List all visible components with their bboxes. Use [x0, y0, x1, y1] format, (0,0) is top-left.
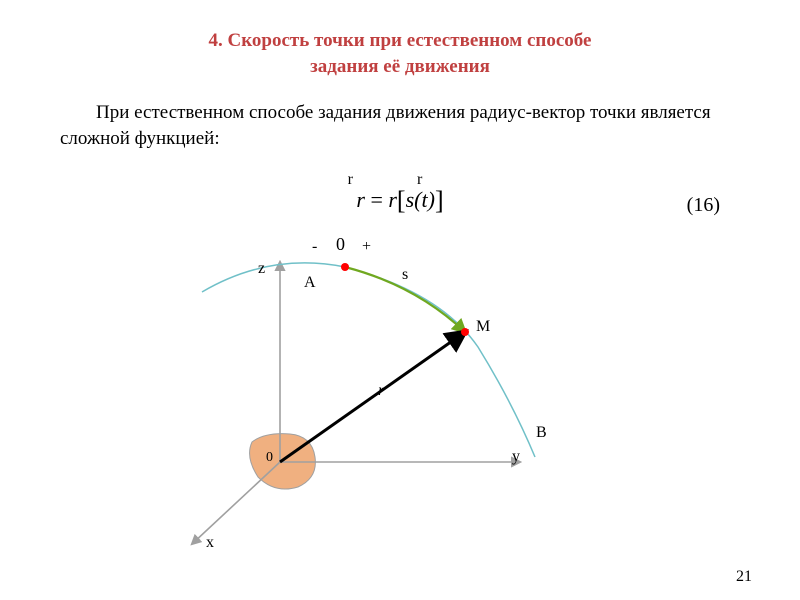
- label-z: z: [258, 260, 265, 278]
- equation-number: (16): [687, 194, 720, 217]
- eq-bracket-close: ]: [435, 186, 444, 215]
- label-B: B: [536, 424, 547, 442]
- label-vector-r: r: [378, 382, 384, 400]
- label-s: s: [402, 266, 408, 284]
- title-line-2: задания её движения: [310, 56, 490, 77]
- page-number: 21: [736, 568, 752, 586]
- label-y: y: [512, 448, 520, 466]
- eq-equals: =: [365, 187, 388, 212]
- eq-inner-arg: t: [421, 187, 427, 212]
- eq-inner-func: s: [406, 187, 415, 212]
- paragraph: При естественном способе задания движени…: [60, 100, 740, 151]
- label-plus: +: [362, 238, 371, 256]
- title-line-1: 4. Скорость точки при естественном спосо…: [209, 30, 592, 51]
- point-M: [461, 328, 469, 336]
- label-zero-top: 0: [336, 234, 345, 255]
- point-A: [341, 263, 349, 271]
- diagram-svg: [140, 232, 600, 572]
- label-minus: -: [312, 238, 317, 256]
- label-M: M: [476, 318, 490, 336]
- label-origin: 0: [266, 450, 273, 466]
- equation-body: r r r = r[s(t)]: [348, 172, 453, 214]
- diagram: z y x 0 A M B - 0 + s r: [140, 232, 600, 572]
- label-A: A: [304, 274, 316, 292]
- eq-bracket-open: [: [397, 186, 406, 215]
- trajectory-curve: [202, 263, 535, 457]
- section-title: 4. Скорость точки при естественном спосо…: [0, 28, 800, 79]
- label-x: x: [206, 534, 214, 552]
- equation-main: r = r[s(t)]: [348, 188, 453, 214]
- vector-r: [280, 332, 465, 462]
- eq-rhs: r: [388, 187, 397, 212]
- axis-x: [192, 462, 280, 544]
- equation: r r r = r[s(t)] (16): [0, 172, 800, 232]
- eq-lhs: r: [356, 187, 365, 212]
